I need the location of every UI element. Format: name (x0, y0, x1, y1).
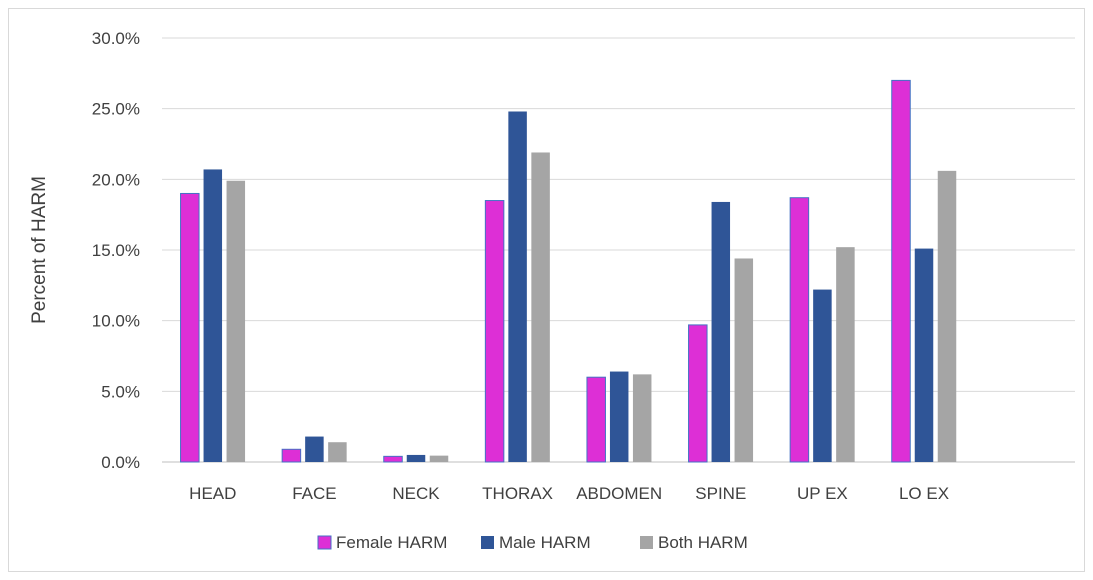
bar-female-harm-face (281, 448, 302, 463)
x-tick-label: ABDOMEN (576, 484, 662, 503)
legend-swatch (317, 535, 332, 550)
bar-both-harm-abdomen (632, 374, 652, 462)
y-tick-label: 0.0% (101, 453, 140, 472)
x-tick-label: HEAD (189, 484, 236, 503)
bar-male-harm-lo-ex (914, 248, 934, 462)
bar-both-harm-face (328, 442, 347, 462)
bar-female-harm-neck (383, 455, 403, 463)
y-tick-label: 5.0% (101, 382, 140, 401)
legend: Female HARM Male HARM Both HARM (317, 533, 748, 552)
y-axis-title: Percent of HARM (29, 176, 50, 324)
bar-female-harm-head (180, 192, 200, 463)
bar-female-harm-lo-ex (891, 79, 911, 463)
x-tick-label: FACE (292, 484, 336, 503)
bar-male-harm-head (203, 169, 223, 462)
x-tick-label: NECK (392, 484, 440, 503)
bar-both-harm-head (226, 180, 246, 462)
bar-female-harm-up-ex (789, 197, 810, 463)
bar-female-harm-spine (688, 324, 708, 463)
y-axis-ticks: 0.0% 5.0% 10.0% 15.0% 20.0% 25.0% 30.0% (92, 29, 140, 472)
legend-swatch (481, 536, 494, 549)
legend-label: Both HARM (658, 533, 748, 552)
bar-male-harm-thorax (508, 111, 527, 462)
y-tick-label: 15.0% (92, 241, 140, 260)
x-tick-label: SPINE (695, 484, 746, 503)
bars (180, 79, 957, 463)
y-tick-label: 20.0% (92, 170, 140, 189)
y-tick-label: 25.0% (92, 100, 140, 119)
x-tick-label: LO EX (899, 484, 949, 503)
legend-label: Male HARM (499, 533, 591, 552)
bar-male-harm-up-ex (813, 289, 832, 462)
y-tick-label: 10.0% (92, 312, 140, 331)
bar-male-harm-abdomen (609, 371, 629, 462)
x-tick-label: UP EX (797, 484, 848, 503)
bar-female-harm-thorax (484, 200, 505, 463)
y-tick-label: 30.0% (92, 29, 140, 48)
bar-both-harm-neck (429, 455, 449, 462)
legend-swatch (640, 536, 653, 549)
bar-both-harm-thorax (531, 152, 550, 463)
bar-both-harm-spine (734, 258, 754, 462)
bar-male-harm-face (305, 436, 324, 462)
x-tick-label: THORAX (482, 484, 553, 503)
x-axis-ticks: HEAD FACE NECK THORAX ABDOMEN SPINE UP EX LO EX (189, 484, 949, 503)
bar-male-harm-neck (406, 454, 426, 462)
bar-male-harm-spine (711, 201, 731, 463)
legend-label: Female HARM (336, 533, 447, 552)
bar-female-harm-abdomen (586, 376, 606, 463)
bar-both-harm-lo-ex (937, 170, 957, 462)
bar-both-harm-up-ex (836, 247, 855, 462)
